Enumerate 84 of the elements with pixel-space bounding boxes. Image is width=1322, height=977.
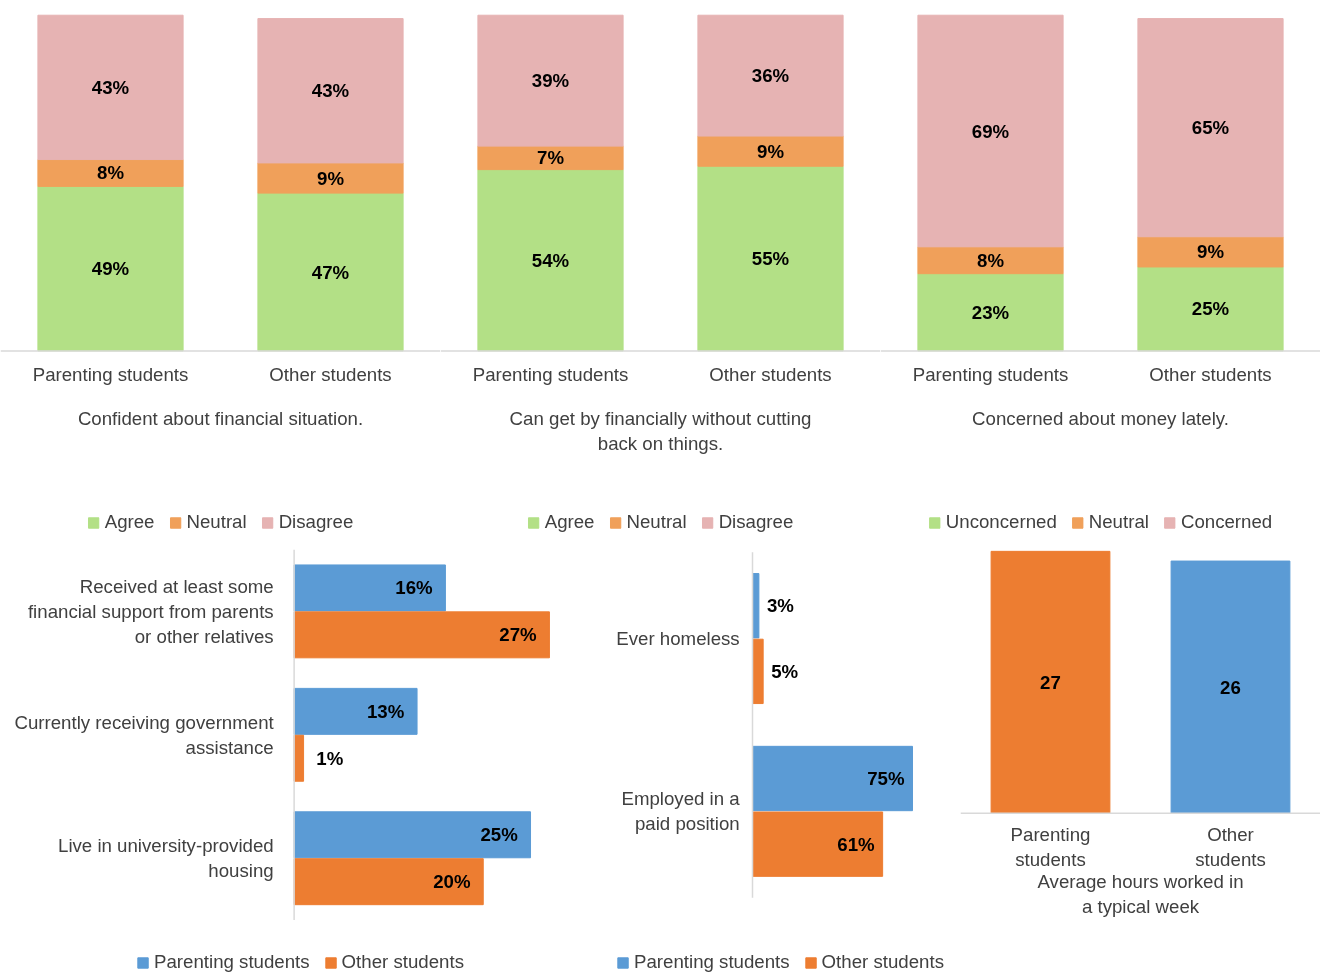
bar [37, 159, 184, 187]
bar [917, 14, 1064, 248]
x-tick-label: Other students [1149, 364, 1272, 386]
legend-label: Agree [104, 511, 155, 533]
data-label: 36% [751, 65, 790, 87]
bar [293, 687, 418, 735]
y-tick-label: Live in university-provided housing [58, 835, 274, 882]
data-label: 75% [867, 768, 905, 790]
y-tick-label: Ever homeless [616, 628, 740, 650]
x-axis-title: Average hours worked in a typical week [1037, 870, 1244, 917]
data-label: 27 [1040, 671, 1061, 693]
x-axis-title: Concerned about money lately. [972, 407, 1229, 429]
data-label: 5% [771, 660, 799, 682]
y-tick-label: Received at least some financial support from parents or other relatives [27, 575, 274, 648]
x-tick-label: Other students [709, 364, 832, 386]
x-tick-label: Parenting students [472, 364, 629, 386]
data-label: 27% [499, 624, 538, 646]
bar [752, 811, 884, 877]
data-label: 8% [97, 162, 125, 184]
data-label: 7% [537, 147, 565, 169]
x-axis-title: Confident about financial situation. [77, 407, 364, 429]
legend-label: Disagree [718, 511, 794, 533]
bar [37, 14, 184, 161]
bar [1137, 266, 1284, 352]
data-label: 55% [751, 248, 790, 270]
y-tick-label: Currently receiving government assistance [14, 711, 275, 758]
legend-label: Neutral [186, 511, 247, 533]
bar [477, 169, 624, 352]
bar [752, 638, 764, 705]
data-label: 25% [1191, 298, 1230, 320]
data-label: 9% [1197, 241, 1225, 263]
data-label: 49% [91, 258, 130, 280]
data-label: 65% [1191, 117, 1230, 139]
data-label: 39% [531, 70, 570, 92]
bar [697, 135, 844, 167]
data-label: 16% [395, 577, 434, 599]
bar [752, 745, 913, 812]
bar [697, 165, 844, 352]
data-label: 1% [316, 747, 344, 769]
legend-label: Neutral [626, 511, 687, 533]
data-label: 43% [311, 80, 350, 102]
legend-label: Concerned [1180, 511, 1273, 533]
bar [257, 162, 404, 194]
data-label: 47% [311, 261, 350, 283]
legend-label: Neutral [1088, 511, 1149, 533]
x-tick-label: Parenting students [32, 364, 189, 386]
bar [917, 246, 1064, 275]
data-label: 9% [317, 167, 345, 189]
legend-label: Parenting students [154, 951, 310, 973]
x-axis-title: Can get by financially without cutting back on things. [509, 407, 812, 455]
legend-label: Other students [821, 951, 944, 973]
bar [697, 14, 844, 137]
y-tick-label: Employed in a paid position [621, 788, 741, 835]
bar [257, 192, 404, 352]
bar [293, 858, 484, 906]
data-label: 69% [971, 120, 1010, 142]
data-label: 43% [91, 76, 130, 98]
data-label: 8% [977, 249, 1005, 271]
data-label: 20% [433, 871, 471, 893]
bar [293, 611, 550, 659]
bar [257, 18, 404, 164]
legend-label: Parenting students [634, 951, 790, 973]
data-label: 3% [766, 595, 795, 617]
x-tick-label: Other students [269, 364, 392, 386]
data-label: 9% [757, 140, 785, 162]
bar [37, 185, 184, 352]
data-label: 26 [1220, 676, 1241, 698]
x-tick-label: Parenting students [912, 364, 1069, 386]
legend-label: Disagree [278, 511, 354, 533]
data-label: 61% [837, 833, 876, 855]
bar [1137, 18, 1284, 238]
data-label: 13% [366, 700, 405, 722]
bar [293, 811, 532, 859]
bar [1137, 236, 1284, 268]
legend-label: Unconcerned [945, 511, 1057, 533]
data-label: 25% [480, 824, 519, 846]
bar [293, 564, 446, 612]
legend-label: Other students [341, 951, 464, 973]
data-label: 54% [531, 249, 570, 271]
bar [477, 14, 624, 147]
data-label: 23% [971, 301, 1010, 323]
bar [917, 273, 1064, 352]
legend-label: Agree [544, 511, 595, 533]
bar [752, 573, 760, 639]
